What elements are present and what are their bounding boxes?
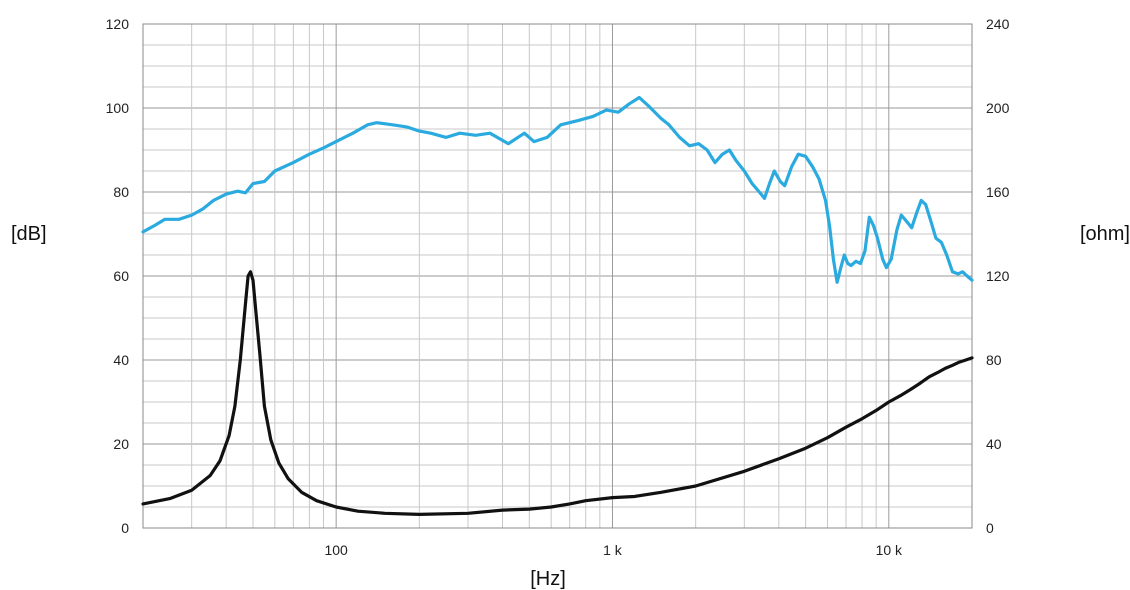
x-tick-label: 10 k: [876, 542, 903, 558]
plot-frame: [142, 23, 973, 529]
y2-tick-label: 40: [986, 436, 1002, 452]
impedance-curve: [141, 270, 974, 517]
y-tick-label: 0: [121, 520, 129, 536]
y2-tick-label: 240: [986, 16, 1010, 32]
y-tick-label: 80: [113, 184, 129, 200]
y2-tick-label: 0: [986, 520, 994, 536]
y-axis-label: [dB]: [11, 223, 47, 245]
y2-tick-label: 120: [986, 268, 1010, 284]
y-tick-label: 20: [113, 436, 129, 452]
y2-axis-label: [ohm]: [1080, 223, 1130, 245]
y2-tick-label: 200: [986, 100, 1010, 116]
y-tick-label: 120: [106, 16, 130, 32]
spl-curve: [141, 95, 974, 284]
curves: [141, 95, 974, 517]
x-tick-label: 100: [324, 542, 348, 558]
y2-tick-label: 80: [986, 352, 1002, 368]
x-axis-label: [Hz]: [530, 568, 566, 590]
grid: [142, 23, 973, 529]
y-tick-label: 60: [113, 268, 129, 284]
tick-labels: 0 20 40 60 80 100 120 0 40 80 120 160 200 240 100 1 k 10…: [106, 16, 1010, 558]
x-tick-label: 1 k: [603, 542, 623, 558]
y-tick-label: 100: [106, 100, 130, 116]
y-tick-label: 40: [113, 352, 129, 368]
y2-tick-label: 160: [986, 184, 1010, 200]
